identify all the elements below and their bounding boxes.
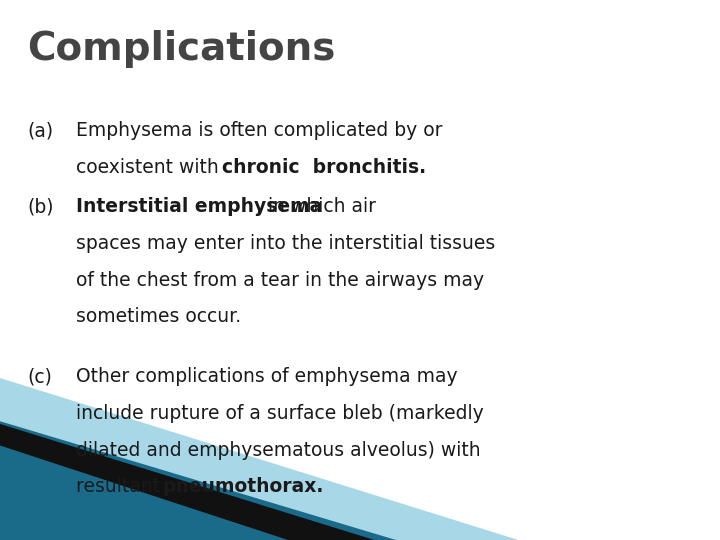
Text: Other complications of emphysema may: Other complications of emphysema may [76, 367, 457, 386]
Text: of the chest from a tear in the airways may: of the chest from a tear in the airways … [76, 271, 484, 289]
Text: spaces may enter into the interstitial tissues: spaces may enter into the interstitial t… [76, 234, 495, 253]
Text: pneumothorax.: pneumothorax. [162, 477, 323, 496]
Text: dilated and emphysematous alveolus) with: dilated and emphysematous alveolus) with [76, 441, 480, 460]
Text: include rupture of a surface bleb (markedly: include rupture of a surface bleb (marke… [76, 404, 483, 423]
Text: sometimes occur.: sometimes occur. [76, 307, 240, 326]
Text: (c): (c) [27, 367, 53, 386]
Polygon shape [0, 421, 396, 540]
Polygon shape [0, 424, 374, 540]
Text: coexistent with: coexistent with [76, 158, 225, 177]
Text: chronic  bronchitis.: chronic bronchitis. [222, 158, 426, 177]
Polygon shape [0, 378, 518, 540]
Text: resultant: resultant [76, 477, 166, 496]
Text: , in which air: , in which air [256, 197, 376, 216]
Text: Complications: Complications [27, 30, 336, 68]
Text: Emphysema is often complicated by or: Emphysema is often complicated by or [76, 122, 442, 140]
Text: (a): (a) [27, 122, 53, 140]
Text: (b): (b) [27, 197, 54, 216]
Text: Interstitial emphysema: Interstitial emphysema [76, 197, 322, 216]
